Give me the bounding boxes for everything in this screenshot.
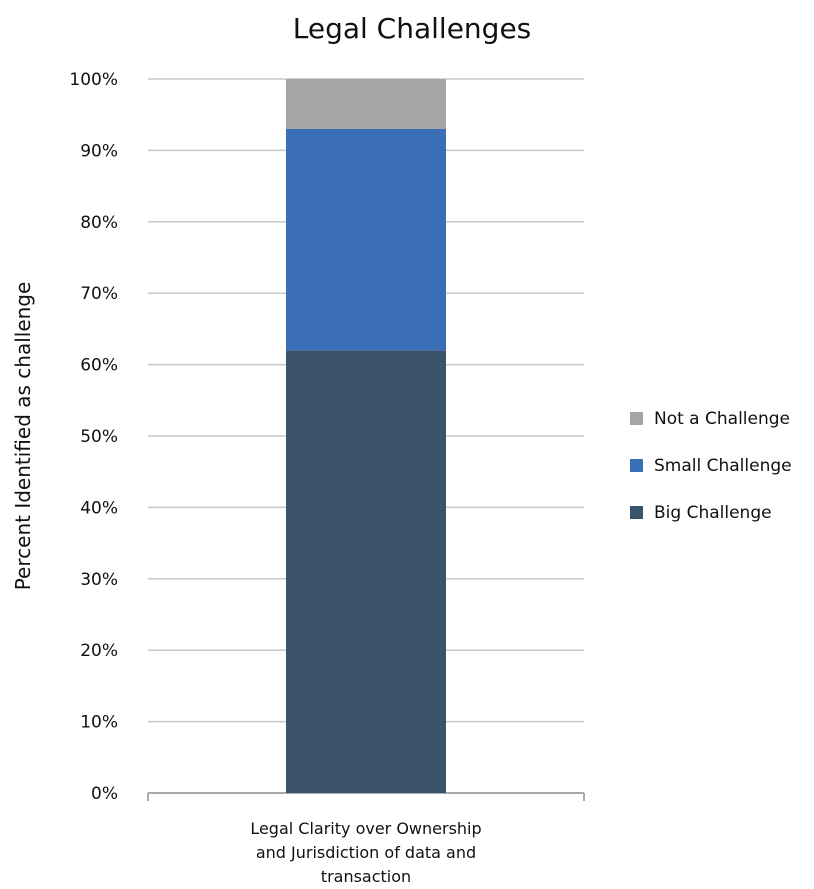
legend-item-not-a-challenge: Not a Challenge [630,409,790,429]
legend-swatch [630,412,643,425]
bar-segment-big-challenge [286,350,446,793]
y-tick-label: 30% [80,570,118,590]
y-tick-label: 50% [80,427,118,447]
y-tick-label: 70% [80,284,118,304]
legend: Not a Challenge Small Challenge Big Challe… [630,409,792,523]
legend-item-big-challenge: Big Challenge [630,503,772,523]
x-category-label-line: Legal Clarity over Ownership [250,819,481,838]
legend-swatch [630,459,643,472]
x-category-label-line: and Jurisdiction of data and [256,843,476,862]
y-tick-label: 60% [80,356,118,376]
axis-layer [147,792,585,801]
tick-label-layer: 0% 10% 20% 30% 40% 50% 60% 70% 80% 90% 100% [69,70,118,804]
chart-title: Legal Challenges [293,12,532,45]
y-tick-label: 80% [80,213,118,233]
category-label-layer: Legal Clarity over Ownership and Jurisdic… [250,819,481,886]
x-category-label-line: transaction [321,867,411,886]
y-tick-label: 20% [80,641,118,661]
legend-label: Not a Challenge [654,409,790,429]
y-tick-label: 40% [80,498,118,518]
x-category-label: Legal Clarity over Ownership and Jurisdic… [250,819,481,886]
bar-segment-small-challenge [286,128,446,351]
legend-label: Big Challenge [654,503,772,523]
y-axis-label: Percent Identified as challenge [11,282,35,591]
legend-label: Small Challenge [654,456,792,476]
legend-item-small-challenge: Small Challenge [630,456,792,476]
y-tick-label: 100% [69,70,118,90]
bar-segment-not-a-challenge [286,79,446,129]
y-tick-label: 10% [80,713,118,733]
y-tick-label: 0% [91,784,118,804]
bar-layer [286,79,446,793]
legend-swatch [630,506,643,519]
y-tick-label: 90% [80,141,118,161]
